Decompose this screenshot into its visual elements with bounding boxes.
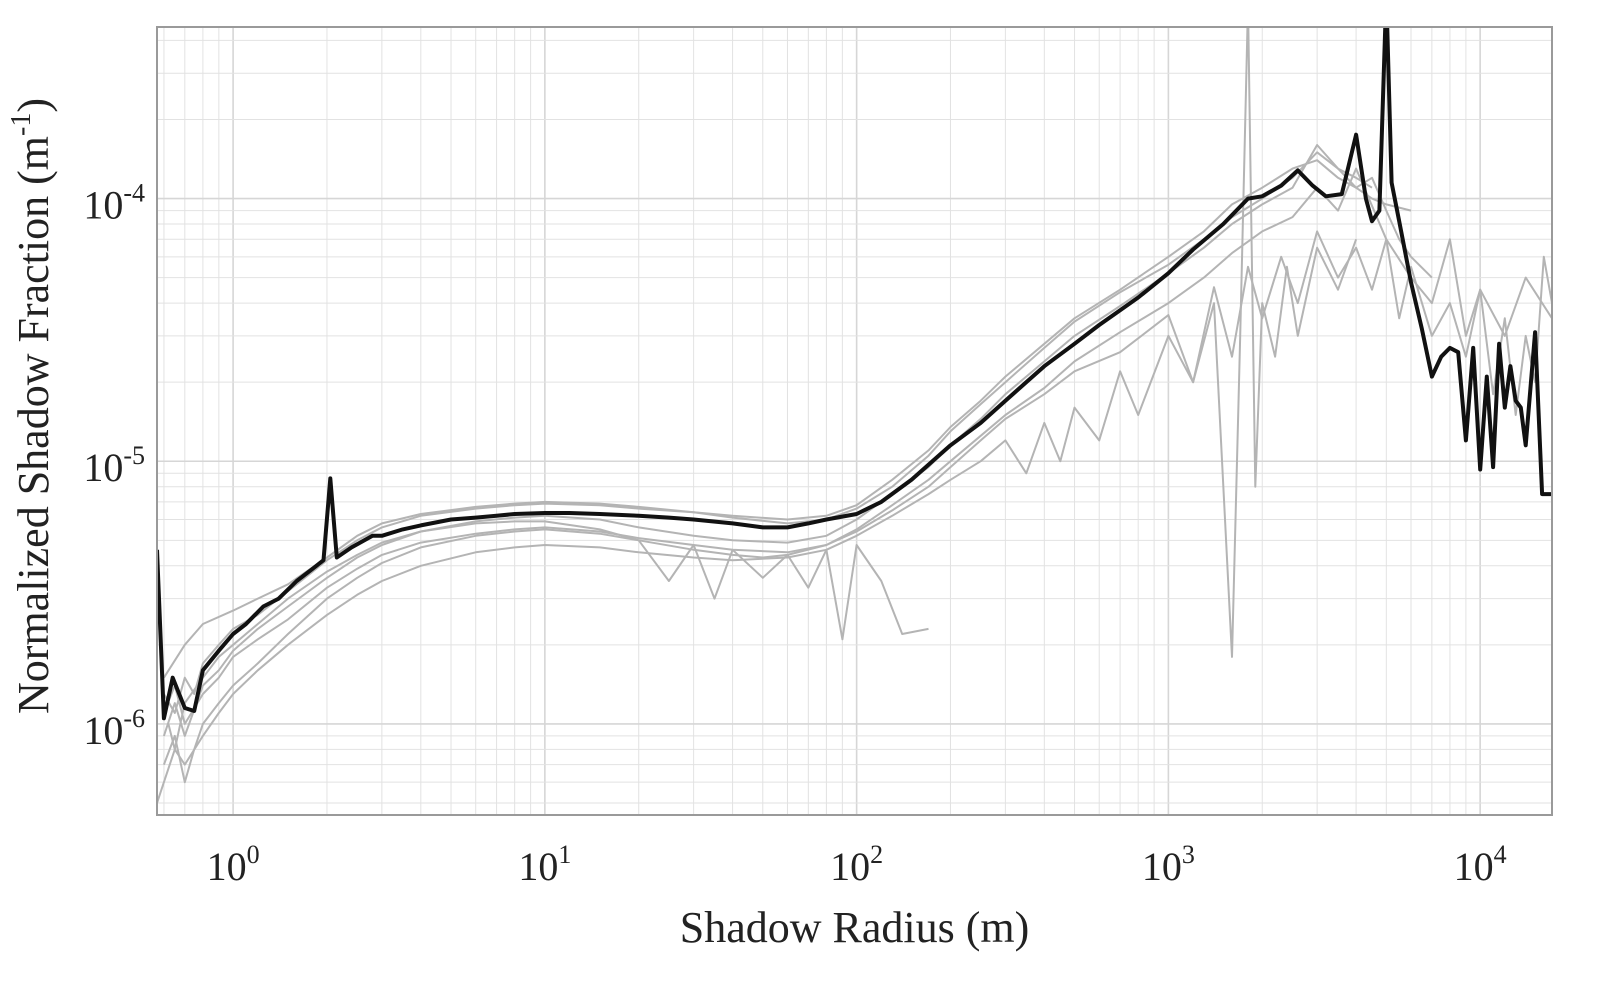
y-tick-label: 10-4: [83, 179, 145, 228]
series-group: [157, 27, 1552, 804]
individual-series-line: [162, 230, 1552, 725]
individual-series-line: [157, 27, 1358, 804]
x-axis-title: Shadow Radius (m): [680, 903, 1030, 952]
x-tick-label: 100: [207, 840, 260, 889]
grid: [157, 27, 1552, 815]
x-tick-label: 103: [1142, 840, 1195, 889]
individual-series-line: [162, 144, 1433, 737]
x-tick-label: 101: [518, 840, 571, 889]
tick-labels: 100 101 102 103 104 10-6 10-5 10-4: [83, 179, 1506, 889]
x-tick-label: 104: [1454, 840, 1507, 889]
y-tick-label: 10-6: [83, 704, 145, 753]
y-axis-title: Normalized Shadow Fraction (m-1): [6, 98, 58, 714]
y-tick-label: 10-5: [83, 441, 145, 490]
individual-series-line: [167, 520, 929, 751]
x-tick-label: 102: [830, 840, 883, 889]
mean-series-line: [157, 27, 1552, 721]
plot-frame: [156, 26, 1553, 816]
